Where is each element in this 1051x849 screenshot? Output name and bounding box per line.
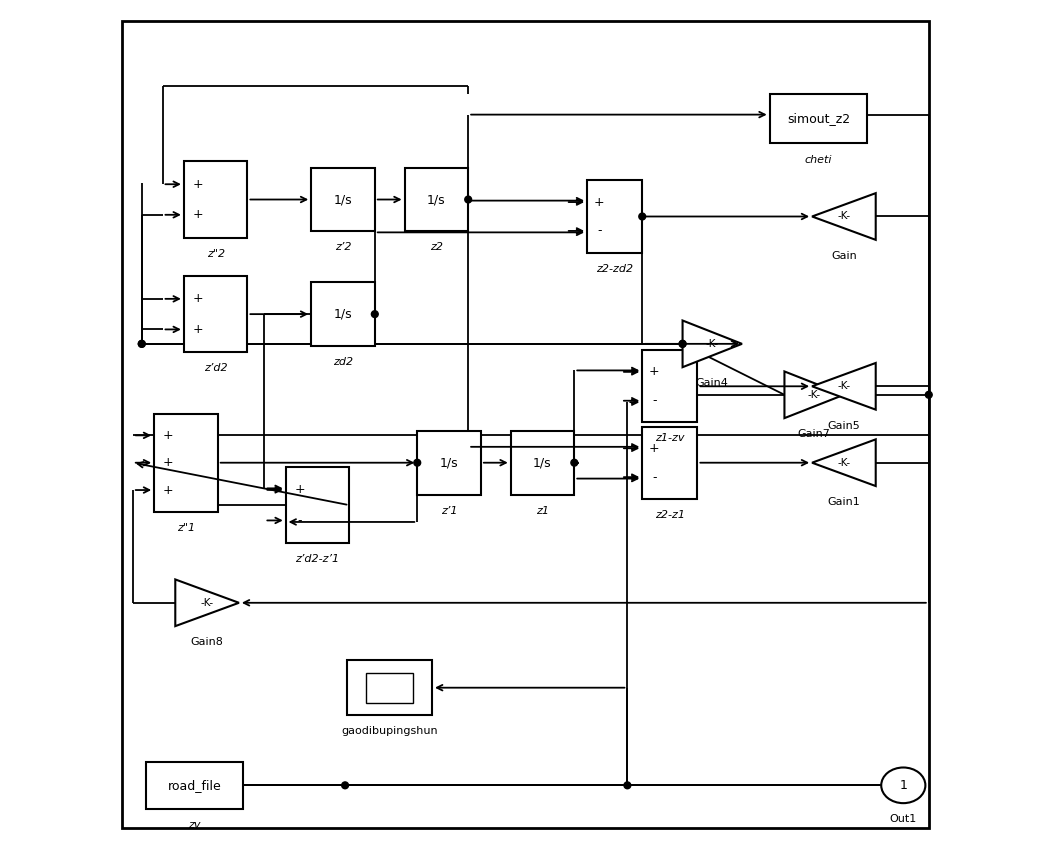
Polygon shape bbox=[812, 440, 875, 486]
Circle shape bbox=[679, 340, 686, 347]
Bar bbox=[286, 467, 349, 543]
Text: +: + bbox=[294, 483, 305, 497]
Bar bbox=[154, 413, 218, 511]
Text: -K-: -K- bbox=[838, 458, 850, 468]
Text: Gain4: Gain4 bbox=[696, 379, 728, 388]
Text: Gain5: Gain5 bbox=[827, 420, 861, 430]
Text: simout_z2: simout_z2 bbox=[787, 112, 850, 126]
Bar bbox=[311, 282, 375, 346]
Polygon shape bbox=[682, 321, 742, 367]
Bar bbox=[146, 762, 243, 808]
Circle shape bbox=[139, 340, 145, 347]
Ellipse shape bbox=[881, 767, 925, 803]
Circle shape bbox=[925, 391, 932, 398]
Text: -: - bbox=[597, 224, 601, 238]
Text: 1/s: 1/s bbox=[333, 307, 352, 321]
Text: +: + bbox=[192, 208, 203, 222]
Bar bbox=[347, 661, 432, 715]
Polygon shape bbox=[812, 194, 875, 239]
Text: z1: z1 bbox=[536, 506, 549, 515]
Text: z2-z1: z2-z1 bbox=[655, 509, 685, 520]
Text: -K-: -K- bbox=[838, 211, 850, 222]
Text: 1/s: 1/s bbox=[533, 456, 552, 469]
Bar bbox=[588, 181, 642, 253]
Text: -K-: -K- bbox=[807, 390, 821, 400]
Text: z"2: z"2 bbox=[207, 249, 225, 259]
Text: zv: zv bbox=[188, 820, 201, 829]
Text: Out1: Out1 bbox=[890, 814, 916, 824]
Text: z2-zd2: z2-zd2 bbox=[596, 264, 633, 273]
Bar bbox=[642, 350, 698, 422]
Text: Gain7: Gain7 bbox=[798, 430, 830, 439]
Text: z"1: z"1 bbox=[177, 523, 195, 532]
Text: z2: z2 bbox=[430, 243, 442, 252]
Bar bbox=[769, 94, 867, 143]
Circle shape bbox=[571, 459, 578, 466]
Circle shape bbox=[465, 196, 472, 203]
Circle shape bbox=[639, 213, 645, 220]
Circle shape bbox=[624, 782, 631, 789]
Text: 1/s: 1/s bbox=[439, 456, 458, 469]
Text: -K-: -K- bbox=[201, 598, 213, 608]
Text: Gain: Gain bbox=[831, 251, 857, 261]
Bar bbox=[642, 426, 698, 498]
Text: zd2: zd2 bbox=[333, 357, 353, 367]
Polygon shape bbox=[784, 372, 844, 418]
Text: -K-: -K- bbox=[705, 339, 719, 349]
Bar bbox=[311, 168, 375, 231]
Text: +: + bbox=[163, 456, 173, 469]
Text: Gain1: Gain1 bbox=[827, 498, 861, 507]
Bar bbox=[184, 276, 247, 352]
Text: cheti: cheti bbox=[805, 155, 832, 165]
Text: -: - bbox=[652, 394, 657, 408]
Text: z’d2: z’d2 bbox=[204, 363, 227, 374]
Bar bbox=[405, 168, 468, 231]
Text: z’d2-z’1: z’d2-z’1 bbox=[295, 554, 339, 565]
Circle shape bbox=[679, 340, 686, 347]
Text: +: + bbox=[650, 441, 660, 455]
Text: +: + bbox=[163, 484, 173, 497]
Circle shape bbox=[342, 782, 349, 789]
Text: -: - bbox=[297, 514, 302, 527]
Text: z’2: z’2 bbox=[334, 243, 351, 252]
Text: +: + bbox=[594, 195, 604, 209]
Bar bbox=[417, 430, 481, 494]
Text: 1/s: 1/s bbox=[333, 193, 352, 206]
Text: +: + bbox=[192, 292, 203, 306]
Circle shape bbox=[371, 311, 378, 318]
Text: +: + bbox=[192, 177, 203, 191]
Bar bbox=[184, 161, 247, 238]
Text: -K-: -K- bbox=[838, 381, 850, 391]
Text: road_file: road_file bbox=[167, 779, 222, 792]
Text: 1: 1 bbox=[900, 779, 907, 792]
Polygon shape bbox=[812, 363, 875, 409]
Bar bbox=[511, 430, 574, 494]
Text: +: + bbox=[192, 323, 203, 336]
Text: +: + bbox=[650, 365, 660, 379]
Text: +: + bbox=[163, 429, 173, 441]
Text: z1-zv: z1-zv bbox=[655, 433, 684, 443]
Circle shape bbox=[139, 340, 145, 347]
Polygon shape bbox=[176, 579, 239, 627]
Text: -: - bbox=[652, 470, 657, 484]
Circle shape bbox=[414, 459, 420, 466]
Text: Gain8: Gain8 bbox=[190, 637, 224, 647]
Text: z’1: z’1 bbox=[440, 506, 457, 515]
Bar bbox=[367, 672, 413, 703]
Text: gaodibupingshun: gaodibupingshun bbox=[342, 727, 438, 736]
Text: 1/s: 1/s bbox=[427, 193, 446, 206]
